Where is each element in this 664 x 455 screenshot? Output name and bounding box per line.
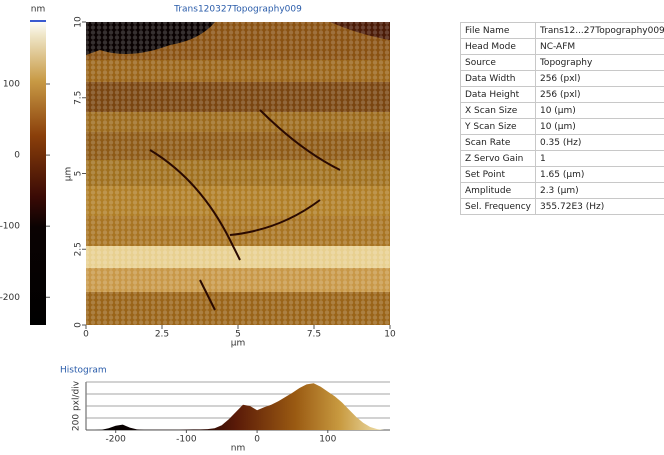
x-tick-label: 2.5 — [155, 330, 169, 340]
y-tick-label: 7.5 — [74, 91, 84, 105]
histogram-area — [87, 383, 384, 430]
value-cell: 2.3 (μm) — [535, 183, 664, 199]
label-cell: File Name — [461, 23, 536, 39]
y-axis-label: μm — [64, 167, 74, 182]
label-cell: Data Height — [461, 87, 536, 103]
label-cell: Set Point — [461, 167, 536, 183]
x-tick-label: 0 — [83, 330, 89, 340]
hist-y-label: 200 pxl/div — [72, 380, 82, 431]
y-tick-label: 10 — [74, 16, 84, 28]
page: Trans120327Topography009 nm μm μm Histog… — [0, 0, 664, 455]
value-cell: 1.65 (μm) — [535, 167, 664, 183]
colorbar-tick-label: 0 — [14, 151, 20, 161]
value-cell: 355.72E3 (Hz) — [535, 199, 664, 215]
x-tick-label: 7.5 — [307, 330, 321, 340]
colorbar-tick-label: 100 — [3, 79, 20, 89]
label-cell: X Scan Size — [461, 103, 536, 119]
hist-x-tick-label: -200 — [105, 435, 126, 445]
afm-image — [86, 22, 390, 325]
value-cell: 256 (pxl) — [535, 71, 664, 87]
y-tick-label: 5 — [74, 171, 84, 177]
colorbar-unit: nm — [31, 5, 45, 15]
x-tick-label: 5 — [235, 330, 241, 340]
value-cell: 0.35 (Hz) — [535, 135, 664, 151]
label-cell: Sel. Frequency — [461, 199, 536, 215]
image-title: Trans120327Topography009 — [173, 5, 302, 15]
value-cell: Trans12...27Topography009 — [535, 23, 664, 39]
label-cell: Source — [461, 55, 536, 71]
histogram-title: Histogram — [60, 366, 107, 376]
colorbar — [30, 20, 46, 325]
value-cell: 10 (μm) — [535, 103, 664, 119]
value-cell: 1 — [535, 151, 664, 167]
label-cell: Head Mode — [461, 39, 536, 55]
colorbar-tick-label: -100 — [0, 222, 20, 232]
colorbar-tick-label: -200 — [0, 293, 20, 303]
value-cell: NC-AFM — [535, 39, 664, 55]
y-tick-label: 2.5 — [74, 242, 84, 256]
label-cell: Z Servo Gain — [461, 151, 536, 167]
label-cell: Data Width — [461, 71, 536, 87]
label-cell: Amplitude — [461, 183, 536, 199]
value-cell: 256 (pxl) — [535, 87, 664, 103]
value-cell: 10 (μm) — [535, 119, 664, 135]
hist-x-tick-label: 100 — [319, 435, 336, 445]
hist-x-label: nm — [231, 444, 245, 454]
hist-x-tick-label: 0 — [254, 435, 260, 445]
label-cell: Scan Rate — [461, 135, 536, 151]
x-tick-label: 10 — [384, 330, 396, 340]
value-cell: Topography — [535, 55, 664, 71]
label-cell: Y Scan Size — [461, 119, 536, 135]
x-axis-label: μm — [231, 339, 246, 349]
hist-x-tick-label: -100 — [176, 435, 197, 445]
y-tick-label: 0 — [74, 322, 84, 328]
